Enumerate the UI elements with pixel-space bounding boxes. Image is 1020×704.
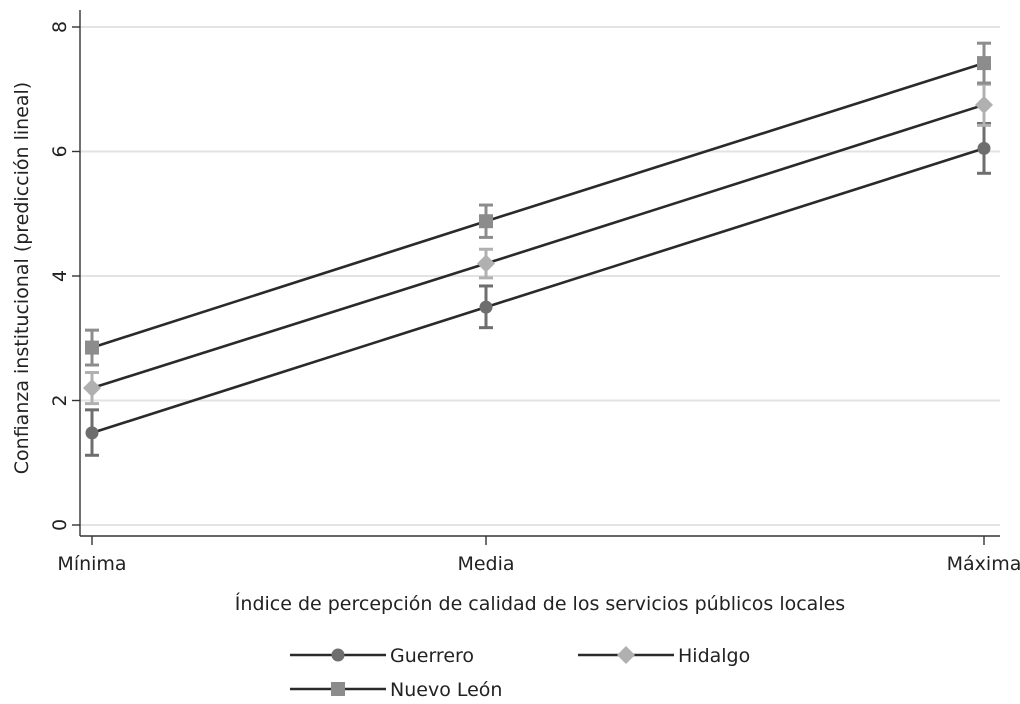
series-lines: [91, 61, 985, 435]
legend-marker: [617, 646, 635, 664]
legend-item-hidalgo: Hidalgo: [578, 645, 750, 667]
legend-label: Nuevo León: [390, 679, 502, 701]
legend-item-guerrero: Guerrero: [290, 645, 474, 667]
x-ticks: Mínima Media Máxima: [57, 536, 1020, 575]
grid-lines: [80, 26, 1000, 526]
x-axis-title: Índice de percepción de calidad de los s…: [235, 592, 845, 615]
point-guerrero: [977, 141, 991, 155]
y-tick-label: 4: [49, 270, 71, 282]
y-tick-label: 8: [49, 21, 71, 33]
y-tick-label: 0: [49, 519, 71, 531]
point-guerrero: [85, 426, 99, 440]
axes: [79, 10, 1000, 537]
point-nuevo-le-n: [479, 214, 493, 229]
x-tick-label: Máxima: [947, 553, 1020, 575]
y-tick-label: 2: [49, 394, 71, 406]
legend: Guerrero Hidalgo Nuevo León: [290, 645, 750, 701]
point-nuevo-le-n: [85, 340, 99, 355]
legend-marker: [331, 648, 345, 662]
x-tick-label: Mínima: [57, 553, 126, 575]
legend-marker: [331, 682, 345, 696]
markers: [83, 56, 993, 440]
point-guerrero: [479, 300, 493, 314]
series-line-hidalgo: [91, 103, 985, 390]
y-ticks: 0 2 4 6 8: [49, 21, 80, 531]
series-line-guerrero: [91, 147, 985, 435]
legend-item-nuevo-le-n: Nuevo León: [290, 679, 502, 701]
legend-label: Hidalgo: [678, 645, 750, 667]
point-hidalgo: [83, 379, 101, 398]
point-nuevo-le-n: [977, 56, 991, 71]
x-tick-label: Media: [457, 553, 514, 575]
y-tick-label: 6: [49, 145, 71, 157]
series-line-nuevo-le-n: [91, 61, 985, 349]
legend-label: Guerrero: [390, 645, 474, 667]
point-hidalgo: [477, 254, 495, 273]
y-axis-title: Confianza institucional (predicción line…: [11, 82, 33, 474]
point-hidalgo: [975, 95, 993, 114]
